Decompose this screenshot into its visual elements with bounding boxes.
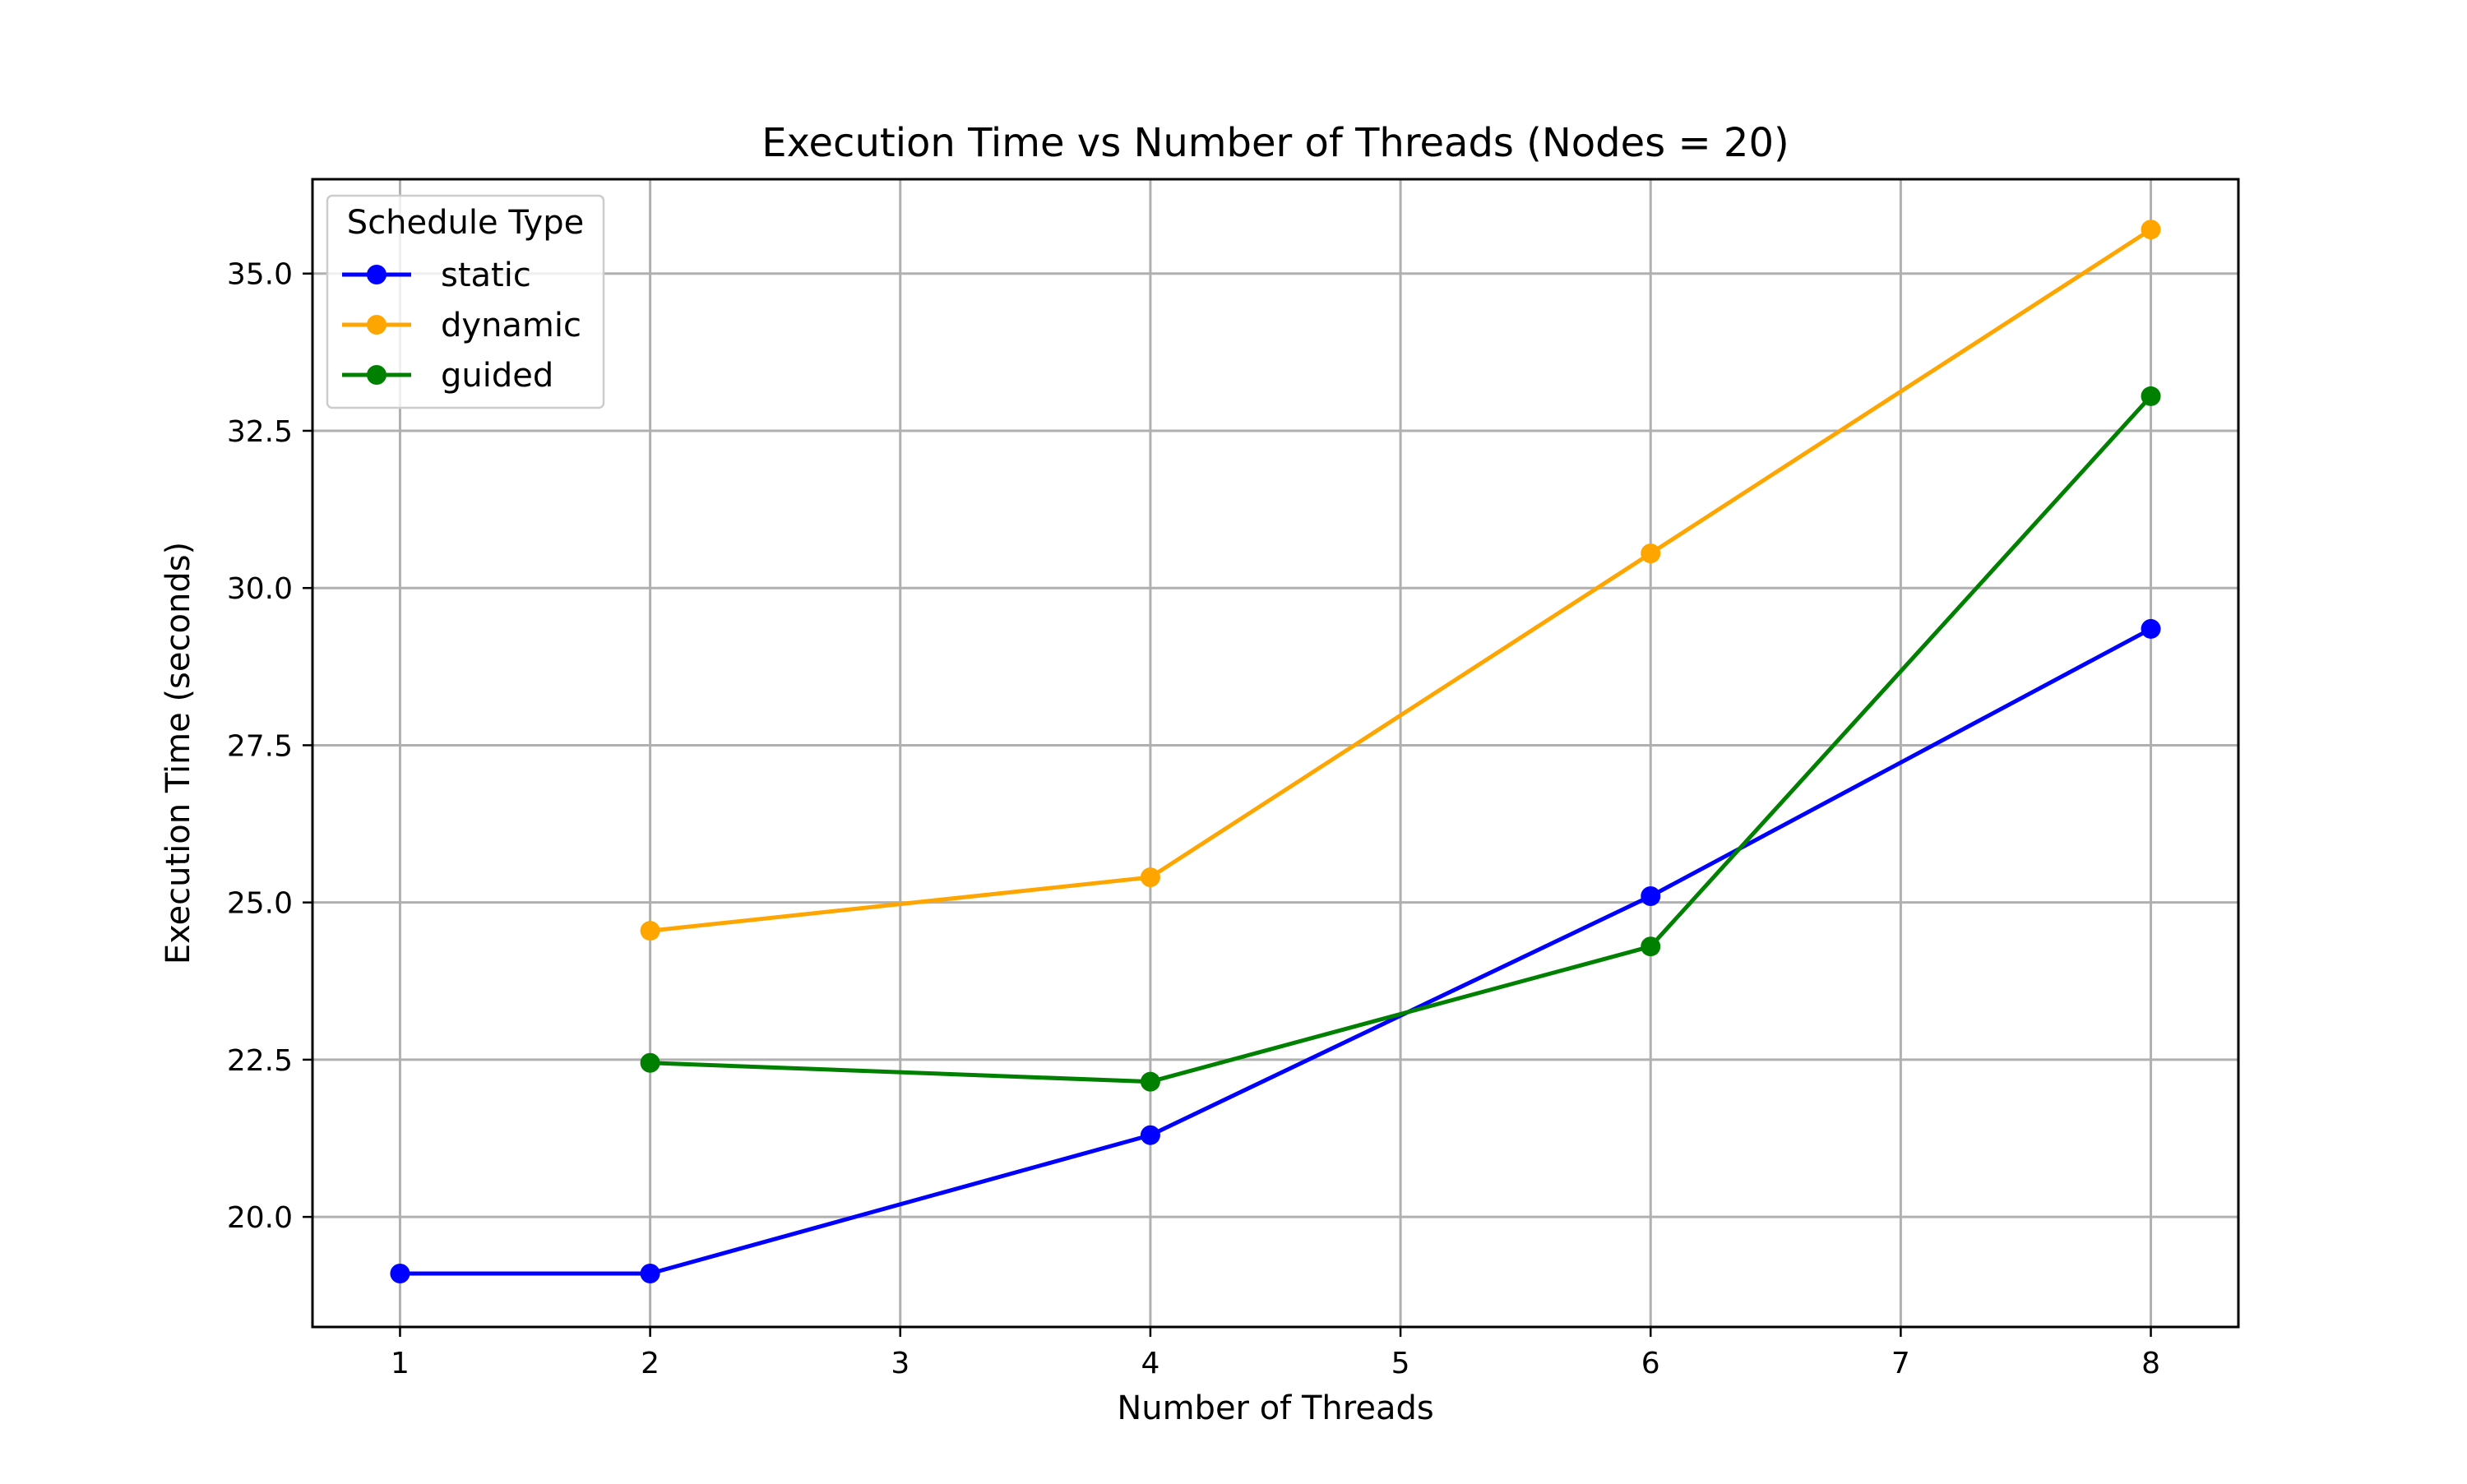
legend-marker-static xyxy=(367,265,386,284)
x-tick-label: 4 xyxy=(1141,1347,1159,1380)
data-point-static xyxy=(1140,1125,1160,1145)
legend-entry-static: static xyxy=(342,257,531,294)
x-tick-label: 5 xyxy=(1391,1347,1410,1380)
x-tick-label: 7 xyxy=(1891,1347,1910,1380)
data-point-guided xyxy=(2141,386,2161,406)
data-point-guided xyxy=(1140,1071,1160,1092)
x-tick-label: 1 xyxy=(391,1347,410,1380)
legend-entry-dynamic: dynamic xyxy=(342,307,581,344)
x-tick-label: 3 xyxy=(891,1347,910,1380)
legend-marker-guided xyxy=(367,365,386,385)
y-tick-label: 35.0 xyxy=(227,258,293,292)
legend: Schedule Type static dynamic guided xyxy=(326,194,605,409)
chart-title: Execution Time vs Number of Threads (Nod… xyxy=(761,120,1789,166)
x-axis-label: Number of Threads xyxy=(1117,1389,1433,1427)
x-tick-label: 2 xyxy=(641,1347,660,1380)
data-point-dynamic xyxy=(2141,220,2161,240)
series-guided xyxy=(640,386,2161,1092)
series-static xyxy=(390,618,2161,1283)
data-point-static xyxy=(640,1263,660,1283)
legend-label-static: static xyxy=(441,257,531,294)
y-tick-label: 30.0 xyxy=(227,572,293,606)
data-point-dynamic xyxy=(1641,543,1661,564)
data-point-dynamic xyxy=(640,921,660,941)
data-point-dynamic xyxy=(1140,867,1160,888)
legend-marker-dynamic xyxy=(367,315,386,335)
legend-title: Schedule Type xyxy=(347,204,584,242)
data-point-guided xyxy=(1641,936,1661,957)
data-point-static xyxy=(390,1263,410,1283)
data-point-static xyxy=(2141,618,2161,639)
series-dynamic xyxy=(640,220,2161,941)
y-tick-label: 32.5 xyxy=(227,415,293,449)
data-point-guided xyxy=(640,1052,660,1073)
axis-ticks: 1 2 3 4 5 6 7 8 20.0 22.5 25.0 27.5 30.0 32.5 35.0 xyxy=(227,258,2160,1380)
data-point-static xyxy=(1641,886,1661,907)
x-tick-label: 6 xyxy=(1641,1347,1660,1380)
x-tick-label: 8 xyxy=(2141,1347,2160,1380)
legend-entries: static dynamic guided xyxy=(342,257,581,395)
y-tick-label: 27.5 xyxy=(227,729,293,763)
legend-box xyxy=(326,194,605,409)
grid xyxy=(312,179,2238,1327)
legend-entry-guided: guided xyxy=(342,357,553,395)
legend-label-dynamic: dynamic xyxy=(441,307,581,344)
y-tick-label: 20.0 xyxy=(227,1201,293,1235)
series-group xyxy=(390,220,2161,1283)
legend-label-guided: guided xyxy=(441,357,553,395)
y-tick-label: 25.0 xyxy=(227,887,293,921)
y-tick-label: 22.5 xyxy=(227,1044,293,1078)
y-axis-label: Execution Time (seconds) xyxy=(160,542,197,964)
series-line-guided xyxy=(650,395,2153,1084)
series-line-dynamic xyxy=(650,228,2152,933)
plot-frame xyxy=(311,178,2240,1329)
